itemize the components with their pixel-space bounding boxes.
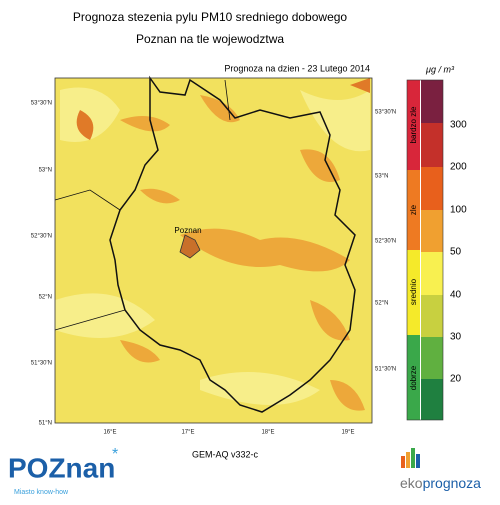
poznan-tagline: Miasto know-how	[14, 489, 69, 496]
legend-value: 30	[450, 332, 462, 343]
star-icon: *	[112, 446, 118, 463]
legend-value: 300	[450, 120, 467, 131]
legend-category: bardzo zle	[409, 106, 418, 143]
lon-label: 16°E	[103, 430, 116, 436]
legend: μg / m³ bardzo zle zle srednio dobrze 30…	[406, 64, 467, 421]
lat-label: 51°30'N	[375, 367, 396, 373]
lat-left: 53°30'N 53°N 52°30'N 52°N 51°30'N 51°N	[31, 101, 52, 427]
subtitle: Poznan na tle wojewodztwa	[136, 32, 284, 46]
lat-label: 51°N	[39, 421, 52, 427]
lat-right: 53°30'N 53°N 52°30'N 52°N 51°30'N	[375, 110, 396, 373]
legend-category: zle	[409, 204, 418, 215]
lat-label: 53°30'N	[375, 110, 396, 116]
eko-prefix: eko	[400, 475, 423, 491]
poznan-logo-text: POZnan	[8, 452, 115, 483]
legend-value: 40	[450, 290, 462, 301]
date-label: Prognoza na dzien - 23 Lutego 2014	[224, 63, 370, 73]
lat-label: 52°N	[375, 301, 388, 307]
legend-value: 20	[450, 374, 462, 385]
poznan-logo: POZnan * Miasto know-how	[8, 446, 118, 496]
legend-value: 200	[450, 162, 467, 173]
lon-label: 18°E	[261, 430, 274, 436]
lat-label: 53°30'N	[31, 101, 52, 107]
legend-category: dobrze	[409, 365, 418, 390]
legend-value: 100	[450, 205, 467, 216]
eko-suffix: prognoza	[423, 475, 482, 491]
map: Poznan	[54, 75, 373, 424]
lat-label: 51°30'N	[31, 361, 52, 367]
legend-value: 50	[450, 247, 462, 258]
lon-label: 17°E	[181, 430, 194, 436]
lat-label: 52°30'N	[375, 239, 396, 245]
lat-label: 53°N	[375, 174, 388, 180]
legend-unit: μg / m³	[425, 64, 455, 74]
lon-label: 19°E	[341, 430, 354, 436]
lon-labels: 16°E 17°E 18°E 19°E	[103, 430, 354, 436]
lat-label: 53°N	[39, 168, 52, 174]
eko-logo: ekoprognoza	[400, 448, 481, 491]
lat-label: 52°N	[39, 295, 52, 301]
model-label: GEM-AQ v332-c	[192, 449, 259, 459]
city-label: Poznan	[174, 226, 201, 235]
title: Prognoza stezenia pylu PM10 sredniego do…	[73, 10, 348, 24]
legend-category: srednio	[409, 278, 418, 305]
eko-logo-text: ekoprognoza	[400, 475, 481, 491]
lat-label: 52°30'N	[31, 234, 52, 240]
